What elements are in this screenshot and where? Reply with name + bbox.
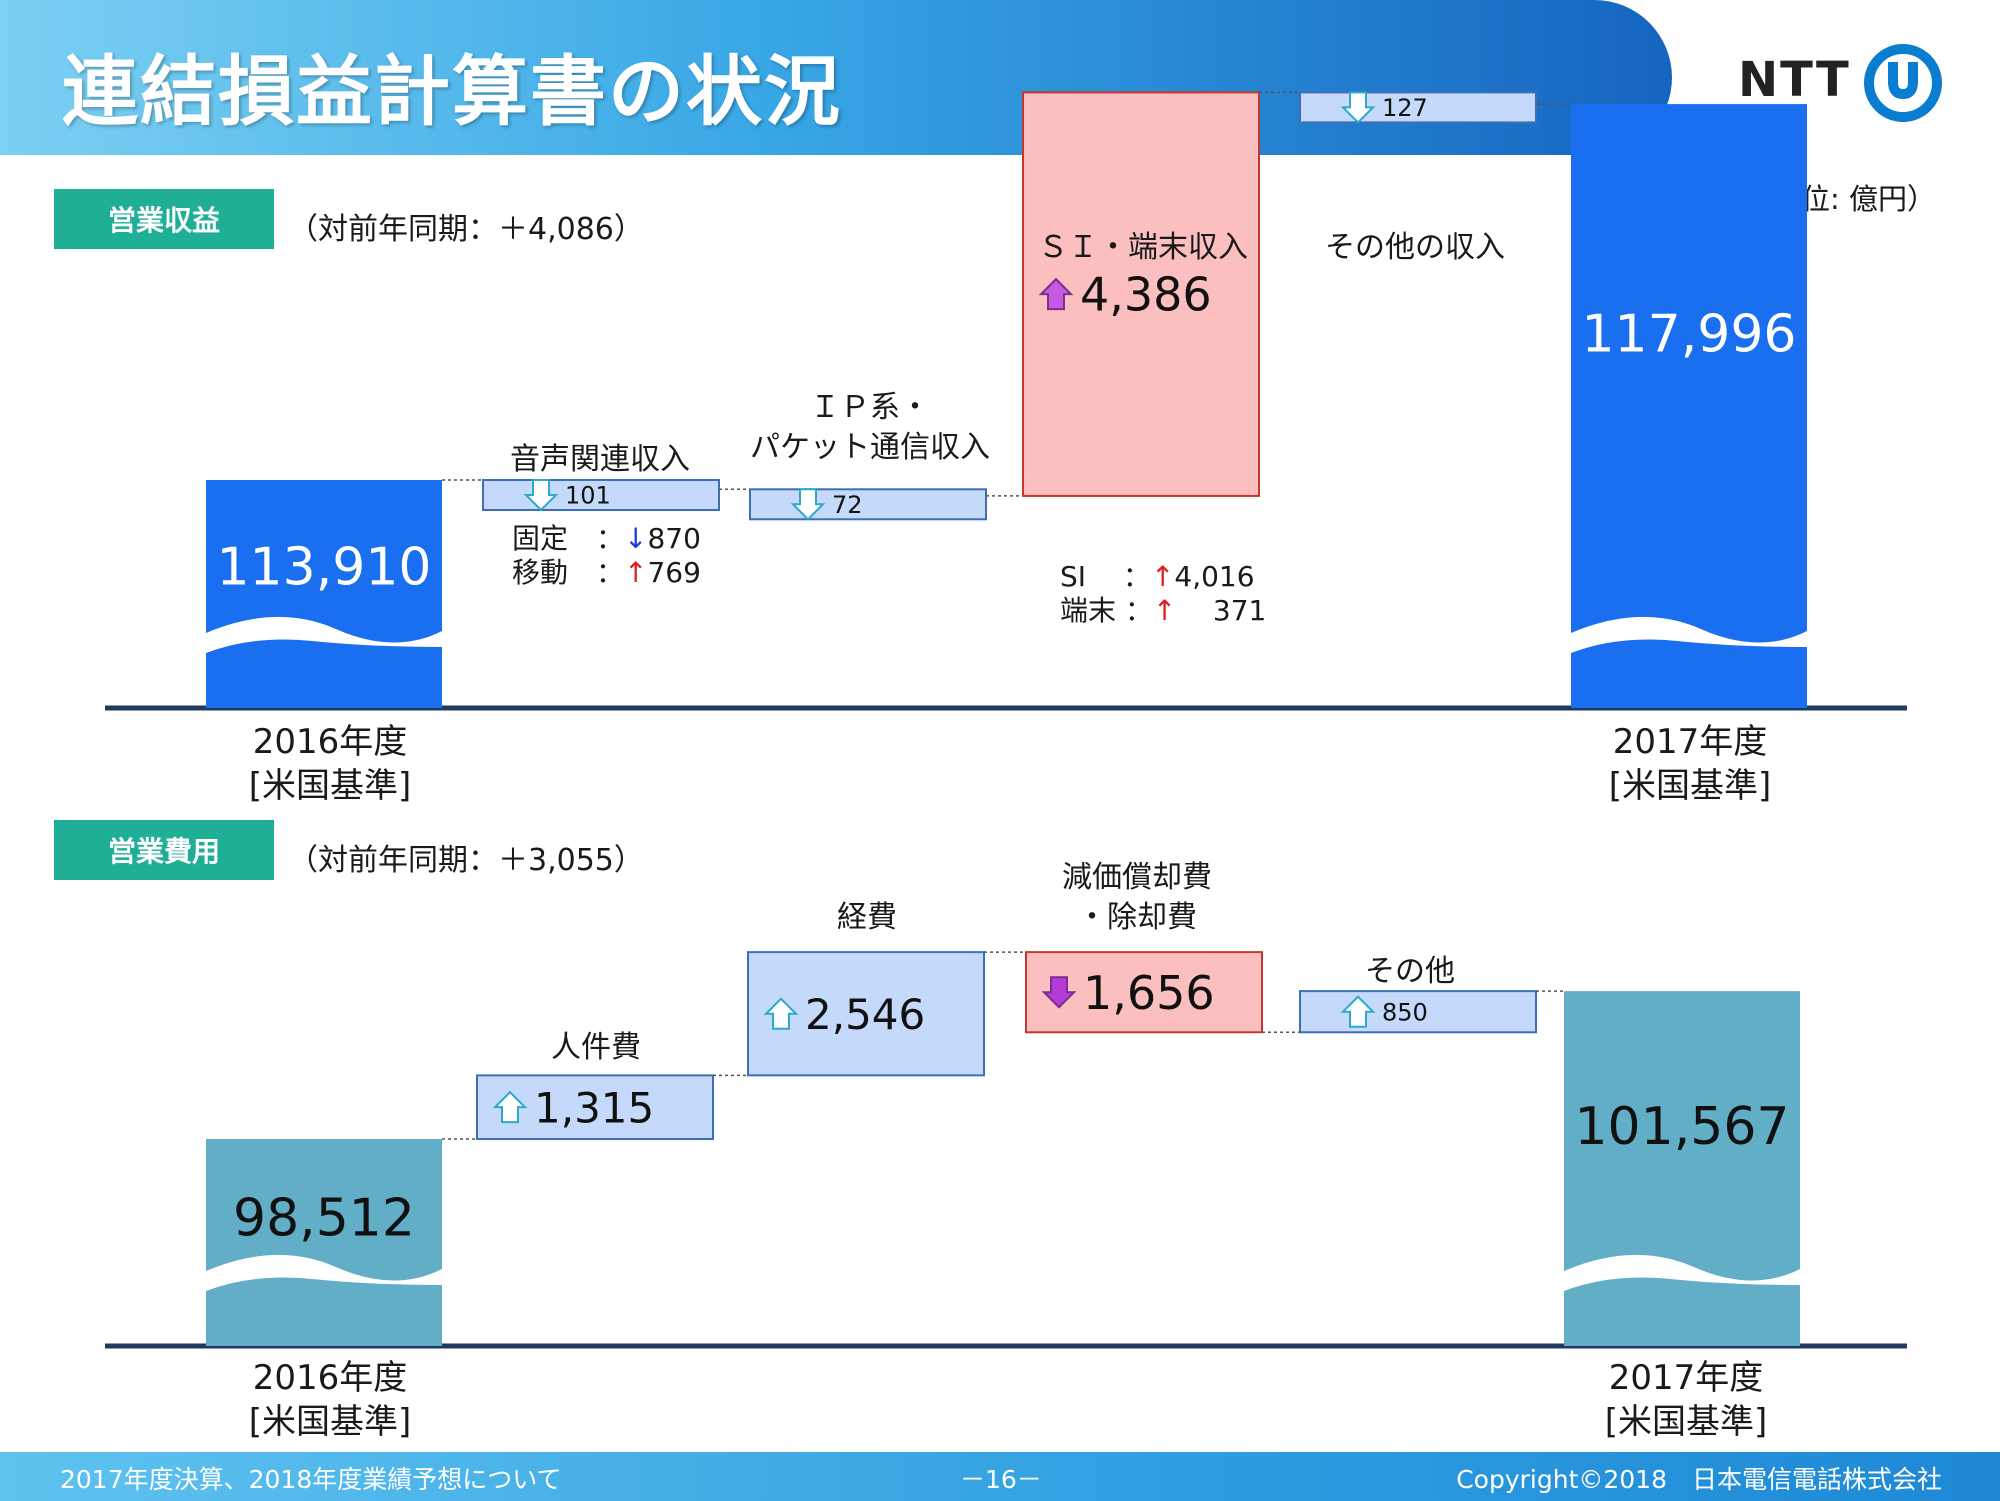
revenue-start-label-line1: 2016年度 — [252, 722, 408, 762]
revenue-step-4-box — [1299, 91, 1537, 124]
revenue-end-label-line2: [米国基準] — [1608, 766, 1772, 806]
revenue-section-tag: 営業収益 — [54, 189, 274, 249]
expense-end-wave — [1564, 1254, 1800, 1291]
header-banner — [0, 0, 1672, 155]
expense-start-value: 98,512 — [233, 1189, 415, 1249]
revenue-end-bar — [1571, 104, 1807, 708]
revenue-step-3-value: 4,386 — [1080, 268, 1212, 322]
footer-bar — [0, 1452, 2000, 1501]
expense-step-3-arrow-icon — [1041, 976, 1077, 1009]
expense-start-wave — [206, 1254, 442, 1291]
revenue-step-2-box — [749, 488, 987, 521]
expense-step-4-box — [1299, 990, 1537, 1034]
footer-title: 2017年度決算、2018年度業績予想について — [60, 1465, 562, 1494]
revenue-start-wave — [206, 616, 442, 653]
revenue-step-4-arrow-icon — [1340, 91, 1376, 124]
expense-step-2-value: 2,546 — [805, 990, 925, 1039]
revenue-step-4-value: 127 — [1382, 94, 1428, 122]
revenue-start-value: 113,910 — [216, 538, 431, 598]
expense-step-1-value: 1,315 — [534, 1083, 654, 1132]
expense-step-3-label-line1: 減価償却費 — [1062, 860, 1212, 895]
revenue-step-2-label-line1: ＩＰ系・ — [810, 390, 930, 425]
expense-step-2-label: 経費 — [837, 900, 897, 935]
expense-section-tag: 営業費用 — [54, 820, 274, 880]
footer-copyright: Copyright©2018 日本電信電話株式会社 — [1456, 1465, 1942, 1494]
revenue-step-1-label: 音声関連収入 — [510, 442, 690, 477]
revenue-step-2-value: 72 — [832, 491, 863, 519]
revenue-step-1-arrow-icon — [523, 479, 559, 512]
expense-end-label-line1: 2017年度 — [1608, 1358, 1764, 1398]
revenue-step-4-label: その他の収入 — [1325, 230, 1505, 265]
revenue-step-3-detail-1: SI ：↑4,016 — [1060, 560, 1255, 593]
expense-step-2-arrow-icon — [763, 997, 799, 1030]
expense-step-4-label: その他 — [1365, 954, 1455, 989]
revenue-step-1-detail-1: 固定 ：↓870 — [512, 522, 701, 555]
expense-start-label-line2: [米国基準] — [248, 1402, 412, 1442]
revenue-end-label-line1: 2017年度 — [1612, 722, 1768, 762]
expense-yoy: （対前年同期：＋3,055） — [288, 843, 644, 878]
revenue-step-2-label-line2: パケット通信収入 — [750, 430, 990, 465]
revenue-step-2-arrow-icon — [790, 488, 826, 521]
ntt-logo-text: NTT — [1738, 52, 1851, 108]
page-title: 連結損益計算書の状況 — [62, 47, 842, 136]
expense-step-1-arrow-icon — [492, 1090, 528, 1124]
expense-step-4-arrow-icon — [1340, 995, 1376, 1028]
expense-end-bar — [1564, 991, 1800, 1346]
expense-start-bar — [206, 1139, 442, 1346]
revenue-step-3-arrow-icon — [1038, 277, 1074, 311]
revenue-start-label-line2: [米国基準] — [248, 766, 412, 806]
ntt-logo-icon — [1864, 44, 1942, 122]
revenue-step-1-detail-2: 移動 ：↑769 — [512, 556, 701, 589]
revenue-step-1-box — [482, 479, 720, 511]
expense-step-4-value: 850 — [1382, 998, 1428, 1026]
revenue-end-value: 117,996 — [1581, 305, 1796, 365]
revenue-end-wave — [1571, 616, 1807, 653]
expense-end-value: 101,567 — [1574, 1097, 1789, 1157]
expense-step-1-label: 人件費 — [551, 1030, 641, 1065]
revenue-step-3-label: ＳＩ・端末収入 — [1038, 230, 1248, 265]
revenue-yoy: （対前年同期：＋4,086） — [288, 212, 644, 247]
revenue-start-bar — [206, 480, 442, 708]
revenue-step-3-detail-2: 端末 ：↑ 371 — [1060, 594, 1267, 627]
expense-step-3-label-line2: ・除却費 — [1077, 900, 1197, 935]
expense-step-3-value: 1,656 — [1083, 966, 1215, 1020]
expense-end-label-line2: [米国基準] — [1604, 1402, 1768, 1442]
page-number: －16－ — [960, 1465, 1042, 1494]
revenue-step-1-value: 101 — [565, 482, 611, 510]
expense-start-label-line1: 2016年度 — [252, 1358, 408, 1398]
